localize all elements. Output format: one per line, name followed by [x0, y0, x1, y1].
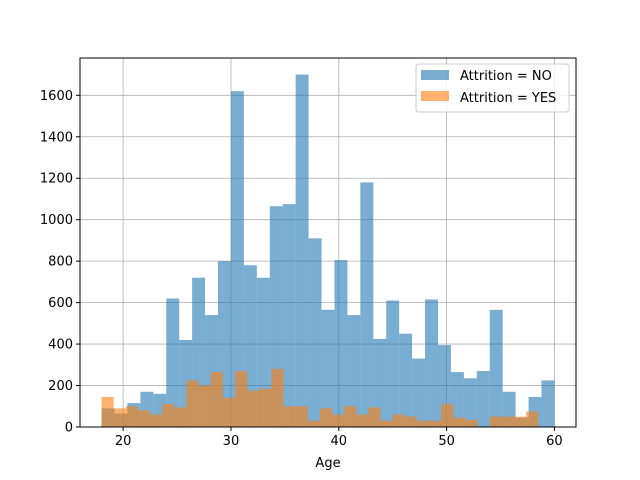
y-tick-label: 200: [48, 379, 73, 394]
bar-attrition-yes: [429, 420, 442, 427]
bar-attrition-yes: [174, 407, 187, 427]
bar-attrition-no: [489, 309, 503, 427]
legend-label-yes: Attrition = YES: [460, 91, 556, 106]
bar-attrition-yes: [307, 420, 320, 427]
bar-attrition-yes: [453, 417, 466, 427]
y-tick-label: 800: [48, 255, 73, 270]
bar-attrition-yes: [441, 404, 454, 427]
bar-attrition-yes: [344, 406, 357, 427]
bar-attrition-no: [476, 371, 490, 427]
bar-attrition-yes: [186, 380, 199, 427]
bar-attrition-yes: [137, 410, 151, 427]
x-tick-label: 30: [223, 434, 240, 449]
bar-attrition-no: [373, 338, 387, 427]
y-tick-label: 400: [48, 338, 73, 353]
bar-attrition-yes: [404, 416, 417, 427]
bar-attrition-yes: [198, 385, 211, 427]
bar-attrition-no: [282, 204, 296, 427]
bar-attrition-yes: [356, 414, 369, 427]
y-tick-label: 1400: [40, 130, 73, 145]
legend: Attrition = NO Attrition = YES: [415, 63, 570, 113]
bar-attrition-yes: [465, 419, 478, 427]
legend-box: [415, 63, 570, 113]
bar-attrition-no: [386, 300, 400, 427]
bar-attrition-yes: [247, 390, 260, 427]
bar-attrition-no: [360, 182, 374, 427]
bar-attrition-yes: [259, 388, 272, 427]
legend-swatch-no: [421, 70, 449, 80]
bar-attrition-yes: [526, 411, 539, 427]
x-tick-label: 50: [438, 434, 455, 449]
bar-attrition-yes: [271, 368, 284, 427]
bars-group: [101, 74, 555, 428]
x-tick-label: 20: [115, 434, 132, 449]
x-axis-label: Age: [315, 456, 340, 471]
y-tick-label: 1600: [40, 89, 73, 104]
x-tick-label: 40: [331, 434, 348, 449]
bar-attrition-yes: [150, 414, 163, 427]
bar-attrition-yes: [416, 420, 430, 427]
bar-attrition-yes: [319, 408, 333, 427]
bar-attrition-yes: [368, 407, 381, 427]
bar-attrition-yes: [501, 416, 514, 427]
bar-attrition-yes: [295, 406, 308, 427]
bar-attrition-no: [399, 333, 413, 427]
y-tick-label: 600: [48, 296, 73, 311]
bar-attrition-yes: [210, 372, 223, 427]
bar-attrition-no: [295, 74, 309, 428]
bar-attrition-yes: [222, 397, 235, 427]
bar-attrition-no: [347, 315, 361, 427]
bar-attrition-yes: [514, 416, 527, 427]
bar-attrition-yes: [101, 396, 114, 427]
y-tick-label: 0: [65, 421, 73, 436]
bar-attrition-yes: [235, 371, 248, 427]
bar-attrition-yes: [392, 414, 405, 427]
bar-attrition-yes: [380, 420, 393, 427]
y-tick-label: 1000: [40, 213, 73, 228]
plot-frame: [79, 57, 577, 428]
bar-attrition-yes: [332, 414, 345, 427]
bar-attrition-no: [450, 372, 464, 427]
legend-swatch-yes: [421, 91, 449, 101]
bar-attrition-no: [308, 238, 322, 427]
bar-attrition-no: [230, 91, 244, 427]
bar-attrition-yes: [125, 406, 138, 427]
bar-attrition-yes: [489, 416, 502, 427]
bar-attrition-no: [463, 378, 477, 427]
bar-attrition-no: [321, 309, 335, 427]
bar-attrition-yes: [162, 404, 175, 427]
x-tick-label: 60: [546, 434, 563, 449]
bar-attrition-no: [425, 299, 438, 427]
bar-attrition-no: [412, 358, 426, 427]
bar-attrition-yes: [113, 408, 126, 427]
bar-attrition-no: [166, 298, 180, 427]
y-tick-label: 1200: [40, 172, 73, 187]
bar-attrition-yes: [283, 406, 296, 427]
bar-attrition-no: [541, 380, 555, 427]
legend-label-no: Attrition = NO: [460, 69, 552, 84]
bar-attrition-no: [334, 260, 348, 427]
